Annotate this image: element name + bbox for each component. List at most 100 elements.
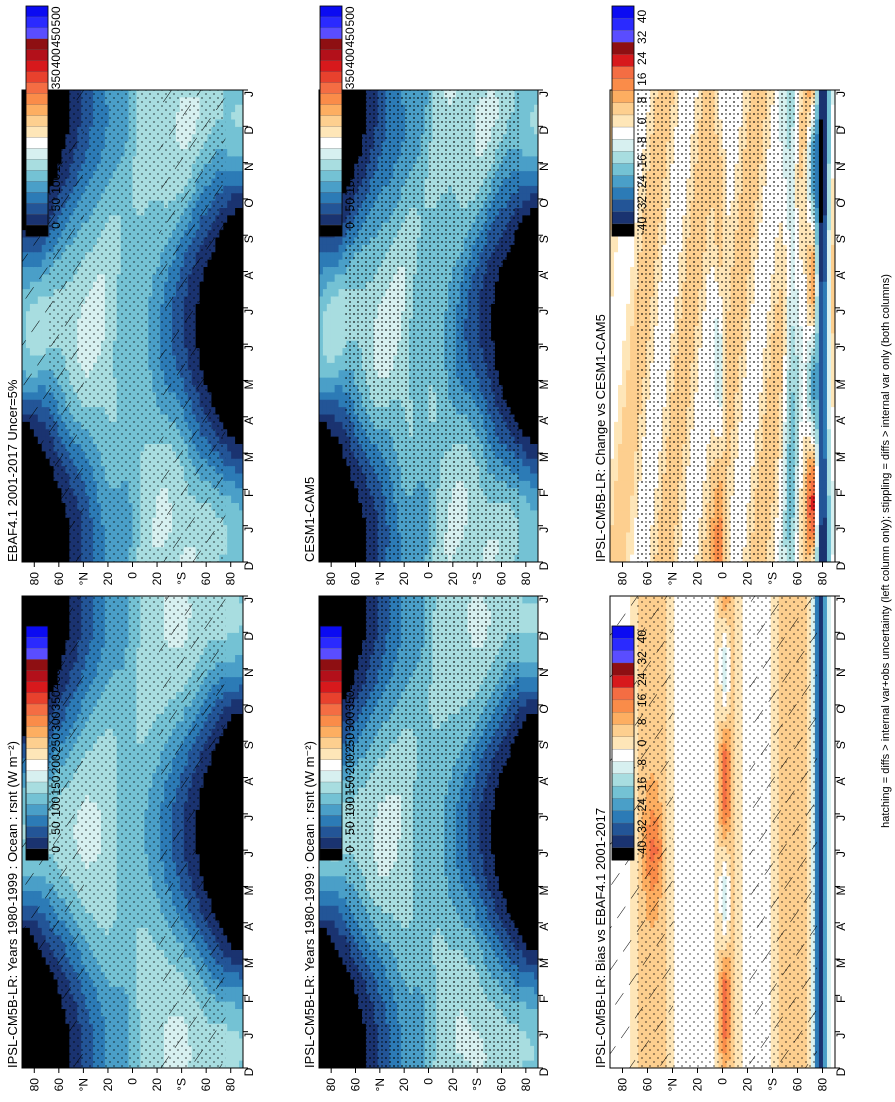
colorbar-swatch [25, 636, 49, 649]
colorbar-swatch [25, 737, 49, 750]
colorbar-swatch [611, 211, 635, 225]
colorbar-swatch [611, 749, 635, 763]
colorbar-label: 300 [343, 711, 357, 731]
colorbar-swatch [25, 792, 49, 805]
colorbar-swatch [319, 648, 343, 660]
colorbar-label: -24 [635, 798, 649, 816]
colorbar-label: 50 [49, 821, 63, 835]
colorbar-label: 50 [343, 198, 357, 212]
colorbar-swatch [25, 681, 49, 694]
colorbar-swatch [319, 16, 343, 29]
lat-tick-label: 80 [616, 572, 630, 586]
colorbar-label: 100 [343, 796, 357, 816]
month-tick-label: N [537, 668, 551, 677]
colorbar-swatch [611, 835, 635, 849]
month-tick-label: J [242, 345, 256, 351]
colorbar-label: -16 [635, 154, 649, 172]
colorbar-label: 300 [343, 90, 357, 110]
colorbar-swatch [611, 5, 635, 19]
month-tick-label: J [537, 1033, 551, 1039]
lat-tick-label: °S [766, 1078, 780, 1091]
colorbar-swatch [319, 781, 343, 794]
colorbar-label: 250 [49, 733, 63, 753]
colorbar-swatch [25, 714, 49, 727]
colorbar-swatch [25, 104, 49, 117]
lat-tick-label: °S [175, 572, 189, 585]
lat-tick-label: 60 [52, 1078, 66, 1092]
month-tick-label: F [834, 490, 848, 497]
colorbar-label: 400 [49, 48, 63, 68]
lat-tick-label: 0 [422, 572, 436, 579]
month-tick-label: O [834, 704, 848, 713]
lat-tick-label: 80 [224, 572, 238, 586]
month-tick-label: O [834, 198, 848, 207]
lat-tick-label: 60 [199, 1078, 213, 1092]
colorbar-swatch [611, 810, 635, 824]
colorbar-label: 150 [343, 152, 357, 172]
colorbar-label: 16 [635, 693, 649, 707]
colorbar-swatch [611, 151, 635, 164]
lat-tick-label: 80 [324, 1078, 338, 1092]
month-tick-label: F [537, 996, 551, 1003]
month-tick-label: M [242, 452, 256, 462]
month-tick-label: M [834, 885, 848, 895]
panel-title: EBAF4.1 2001-2017 Uncer=5% [5, 379, 20, 562]
colorbar-label: -32 [635, 196, 649, 214]
month-tick-label: M [242, 885, 256, 895]
colorbar-swatch [25, 781, 49, 794]
month-tick-label: O [242, 198, 256, 207]
hatching [22, 90, 226, 562]
colorbar-label: 0 [343, 846, 357, 853]
lat-tick-label: 80 [816, 572, 830, 586]
lat-tick-label: 20 [446, 1078, 460, 1092]
lat-tick-label: 60 [495, 572, 509, 586]
colorbar-swatch [25, 224, 49, 237]
colorbar-label: 450 [343, 648, 357, 668]
month-tick-label: N [834, 162, 848, 171]
colorbar-swatch [611, 126, 635, 140]
colorbar-swatch [319, 737, 343, 750]
colorbar-label: 24 [635, 672, 649, 686]
colorbar-swatch [25, 192, 49, 204]
colorbar-label: 250 [343, 111, 357, 131]
colorbar-label: 500 [343, 6, 357, 26]
month-tick-label: D [537, 126, 551, 135]
month-tick-label: J [242, 815, 256, 821]
month-tick-label: F [834, 996, 848, 1003]
colorbar-swatch [25, 748, 49, 761]
month-tick-label: J [834, 309, 848, 315]
colorbar-swatch [611, 625, 635, 639]
colorbar-swatch [319, 748, 343, 761]
colorbar-label: 500 [49, 626, 63, 646]
colorbar-swatch [25, 82, 49, 95]
colorbar-swatch [319, 636, 343, 649]
colorbar-swatch [319, 49, 343, 62]
month-tick-label: J [834, 851, 848, 857]
colorbar-label: -32 [635, 819, 649, 837]
lat-tick-label: 0 [422, 1078, 436, 1085]
month-tick-label: S [834, 741, 848, 749]
month-tick-label: O [537, 704, 551, 713]
colorbar-swatch [319, 681, 343, 694]
panel-p1: 80 60 °N 20 0 20 °S 60 80DJFMAMJJASONDJIPSL-CM5B… [5, 595, 256, 1092]
colorbar-swatch [611, 785, 635, 799]
colorbar-swatch [25, 93, 49, 106]
colorbar-swatch [319, 826, 343, 839]
lat-tick-label: 20 [741, 1078, 755, 1092]
colorbar-swatch [25, 703, 49, 716]
lat-tick-label: 0 [126, 1078, 140, 1085]
lat-tick-label: 20 [101, 572, 115, 586]
month-tick-label: M [537, 379, 551, 389]
colorbar-swatch [25, 837, 49, 850]
colorbar-swatch [611, 42, 635, 55]
month-tick-label: J [834, 1033, 848, 1039]
colorbar-swatch [319, 192, 343, 204]
month-tick-label: O [537, 198, 551, 207]
colorbar-swatch [319, 770, 343, 783]
lat-tick-label: °S [175, 1078, 189, 1091]
colorbar-swatch [25, 659, 49, 672]
colorbar-swatch [319, 659, 343, 672]
